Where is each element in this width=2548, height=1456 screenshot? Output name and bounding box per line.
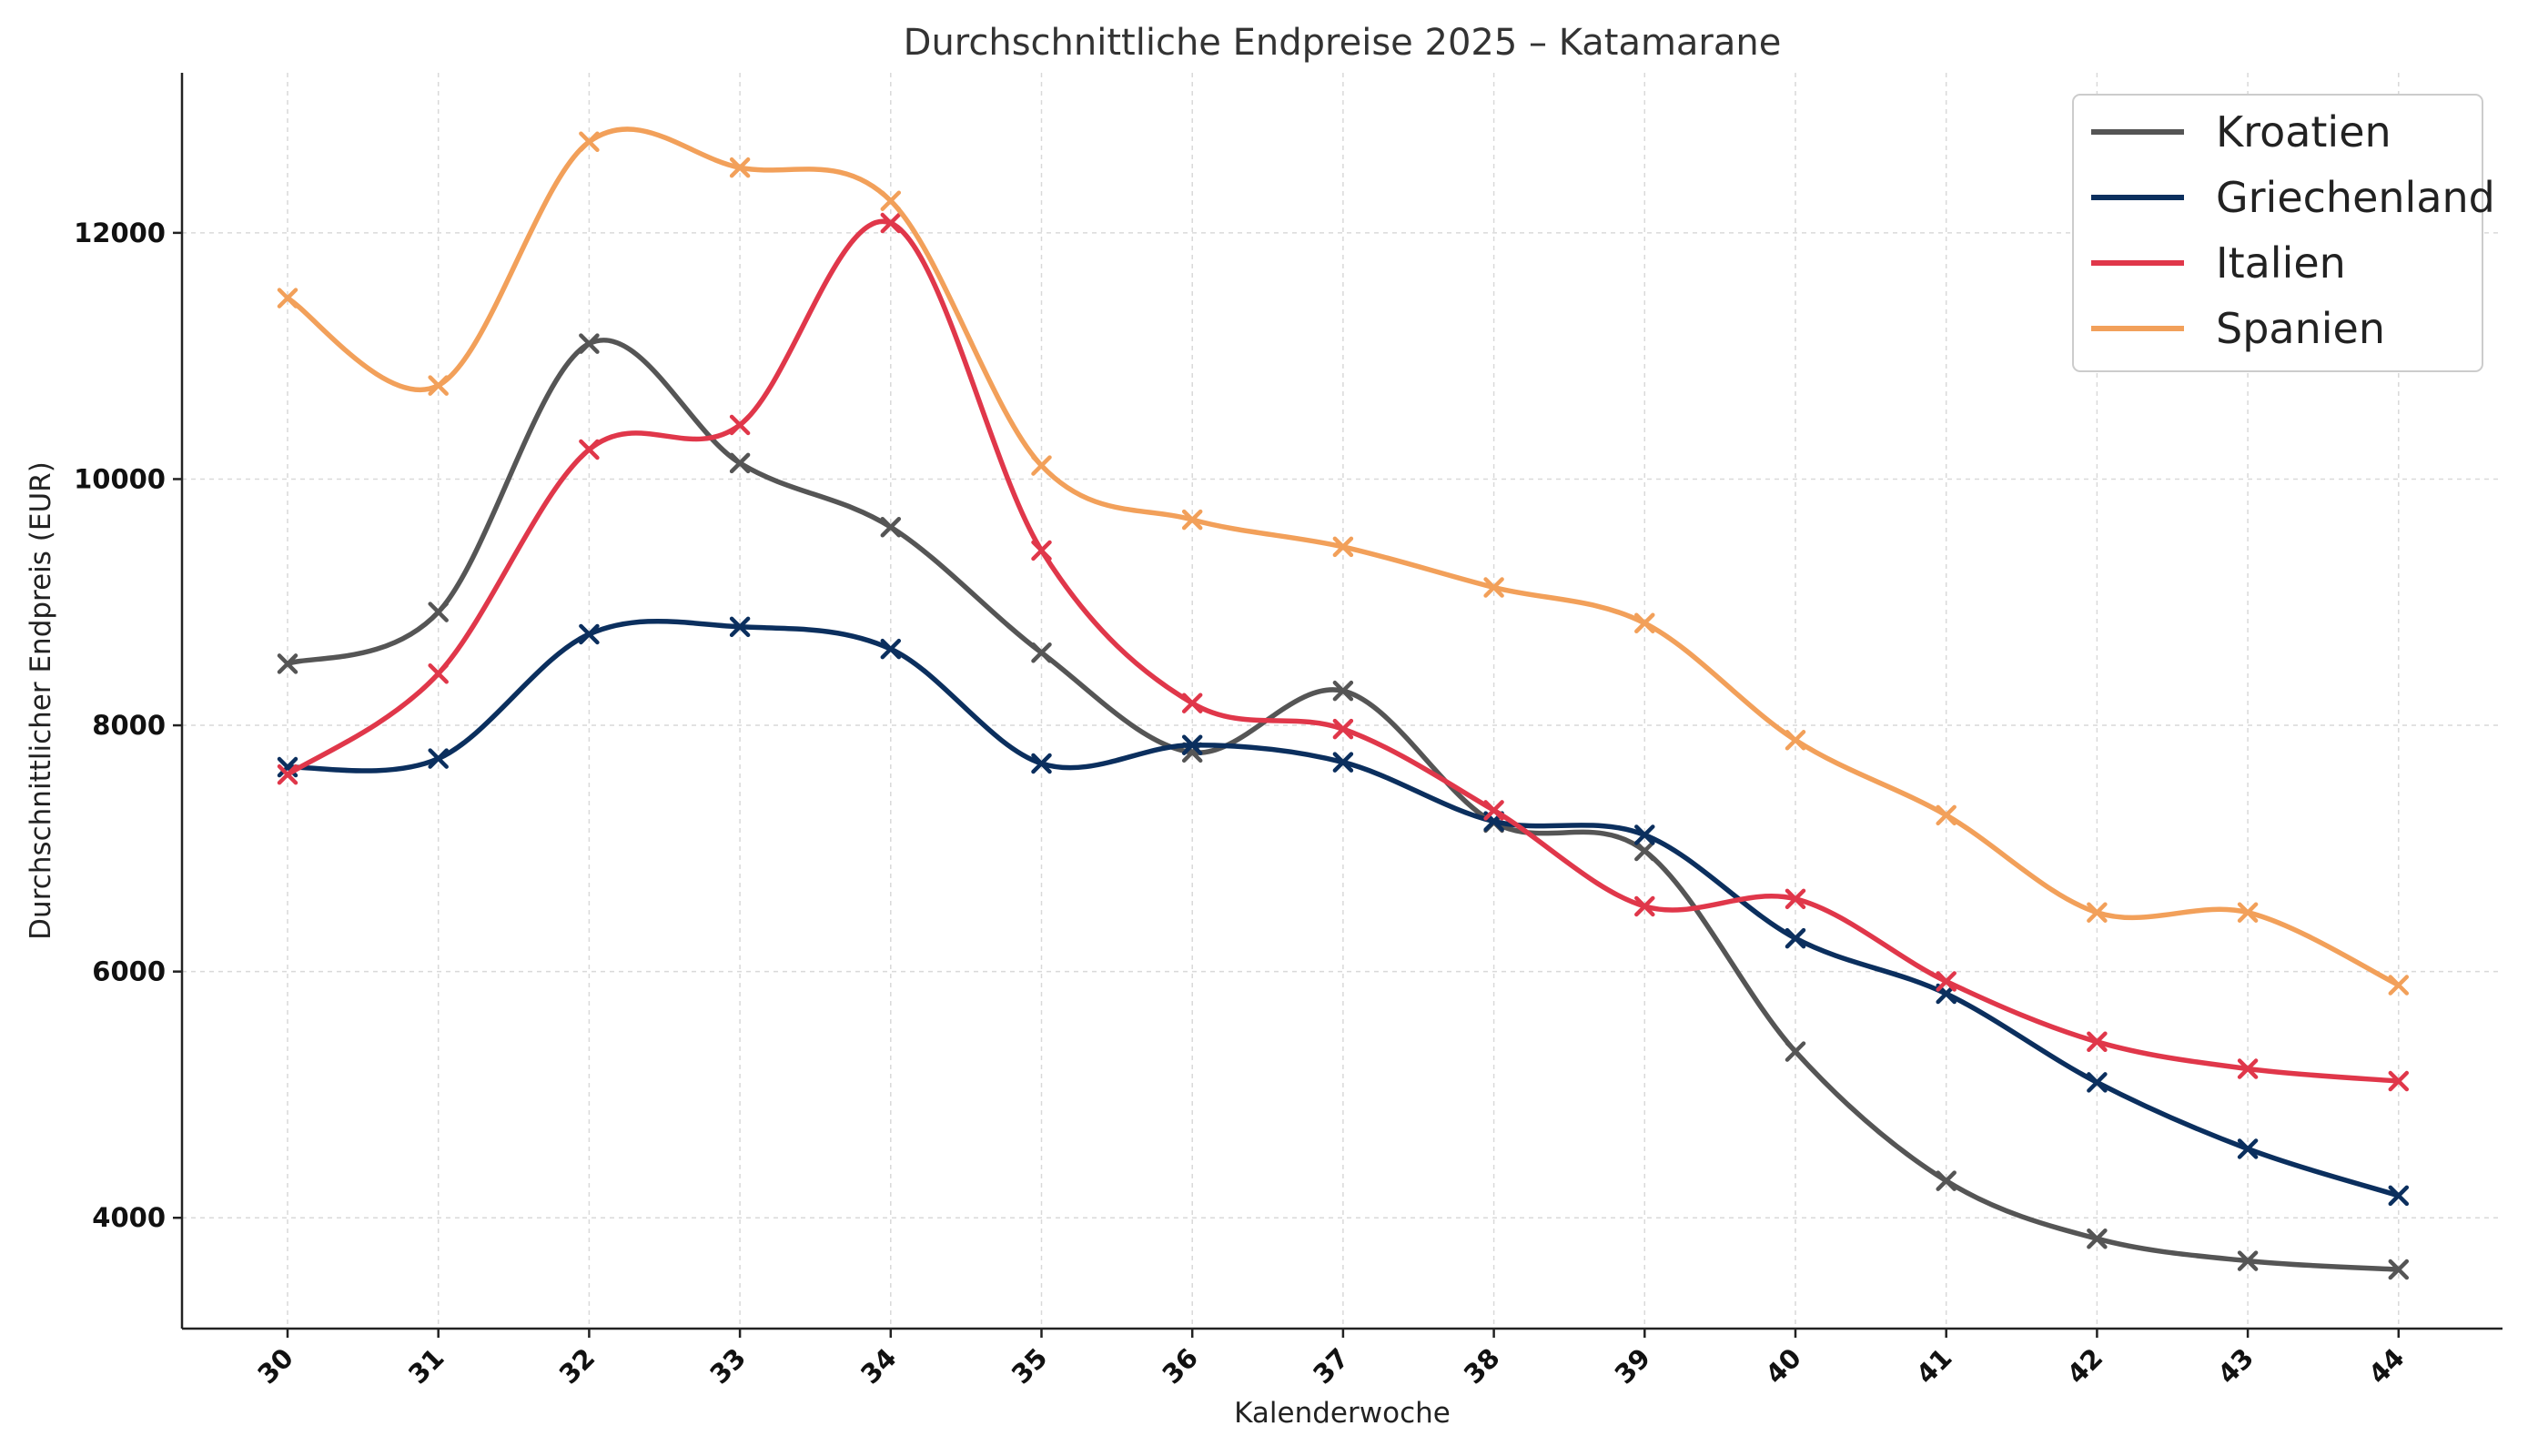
data-point-italien (428, 662, 449, 684)
data-point-griechenland (1031, 753, 1052, 774)
data-point-italien (1332, 718, 1354, 740)
series-line-kroatien (285, 338, 2401, 1272)
data-point-griechenland (2388, 1185, 2410, 1207)
data-point-spanien (428, 375, 449, 396)
data-point-spanien (2237, 902, 2259, 923)
data-point-kroatien (2087, 1228, 2108, 1249)
chart-title: Durchschnittliche Endpreise 2025 – Katam… (904, 22, 1782, 64)
series (277, 126, 2410, 1280)
data-point-italien (2237, 1058, 2259, 1079)
legend-label-griechenland: Griechenland (2216, 173, 2495, 222)
data-point-spanien (277, 288, 298, 308)
x-tick-label: 40 (1759, 1342, 1807, 1390)
y-tick-label: 10000 (74, 463, 166, 494)
grid (182, 73, 2502, 1329)
x-tick-label: 42 (2061, 1342, 2109, 1390)
data-point-spanien (880, 190, 902, 211)
y-tick-label: 6000 (92, 956, 166, 987)
data-point-spanien (1181, 509, 1203, 531)
y-ticks: 4000 6000 8000 10000 12000 (74, 217, 182, 1233)
data-point-kroatien (2388, 1259, 2410, 1280)
data-point-spanien (1332, 536, 1354, 558)
data-point-griechenland (1181, 734, 1203, 755)
data-point-spanien (1634, 612, 1655, 634)
data-point-griechenland (579, 623, 600, 645)
x-tick-label: 37 (1307, 1342, 1355, 1390)
data-point-griechenland (428, 748, 449, 769)
data-point-italien (277, 763, 298, 785)
legend: Kroatien Griechenland Italien Spanien (2072, 94, 2495, 372)
data-point-italien (1181, 693, 1203, 713)
data-point-kroatien (2237, 1250, 2259, 1271)
series-spanien (277, 126, 2410, 996)
series-italien (277, 212, 2410, 1092)
data-point-spanien (1785, 730, 1806, 751)
x-tick-label: 44 (2362, 1342, 2411, 1390)
data-point-kroatien (1634, 840, 1655, 862)
data-point-kroatien (277, 653, 298, 674)
data-point-spanien (579, 131, 600, 153)
x-tick-label: 41 (1910, 1342, 1958, 1390)
data-point-italien (1483, 800, 1504, 821)
data-point-griechenland (880, 638, 902, 660)
data-point-italien (1031, 540, 1052, 561)
x-tick-label: 34 (854, 1342, 903, 1390)
data-point-griechenland (2237, 1138, 2259, 1159)
y-axis-label: Durchschnittlicher Endpreis (EUR) (25, 461, 57, 940)
data-point-spanien (1031, 455, 1052, 476)
series-line-italien (285, 218, 2401, 1084)
x-tick-label: 32 (553, 1342, 602, 1390)
x-tick-label: 35 (1006, 1342, 1054, 1390)
data-point-italien (1785, 888, 1806, 910)
legend-label-kroatien: Kroatien (2216, 107, 2391, 157)
x-axis-label: Kalenderwoche (1234, 1397, 1451, 1430)
data-point-spanien (2388, 975, 2410, 996)
data-point-italien (880, 212, 902, 234)
data-point-kroatien (1332, 680, 1354, 702)
x-tick-label: 33 (703, 1342, 752, 1390)
legend-box (2072, 94, 2483, 372)
x-tick-label: 31 (402, 1342, 450, 1390)
x-tick-label: 36 (1157, 1342, 1205, 1390)
data-point-italien (2087, 1031, 2108, 1053)
data-point-italien (579, 439, 600, 460)
data-point-kroatien (1785, 1041, 1806, 1062)
data-point-kroatien (729, 452, 751, 474)
data-point-kroatien (1936, 1170, 1956, 1191)
data-point-griechenland (1332, 752, 1354, 773)
data-point-spanien (2087, 902, 2108, 923)
legend-label-spanien: Spanien (2216, 304, 2385, 353)
data-point-spanien (729, 157, 751, 178)
data-point-spanien (1936, 804, 1956, 826)
legend-label-italien: Italien (2216, 238, 2346, 288)
data-point-griechenland (1634, 824, 1655, 845)
data-point-italien (729, 414, 751, 436)
y-tick-label: 8000 (92, 710, 166, 741)
data-point-italien (2388, 1070, 2410, 1092)
series-griechenland (277, 616, 2410, 1207)
data-point-griechenland (2087, 1072, 2108, 1093)
data-point-kroatien (579, 333, 600, 354)
x-tick-label: 43 (2211, 1342, 2260, 1390)
x-ticks: 30 31 32 33 34 35 36 37 38 39 40 41 42 43 44 (251, 1329, 2411, 1390)
data-point-italien (1936, 971, 1956, 992)
x-tick-label: 39 (1609, 1342, 1657, 1390)
data-point-italien (1634, 895, 1655, 917)
data-point-griechenland (1785, 927, 1806, 949)
y-tick-label: 12000 (74, 217, 166, 248)
x-tick-label: 30 (251, 1342, 299, 1390)
y-tick-label: 4000 (92, 1202, 166, 1233)
data-point-griechenland (729, 616, 751, 638)
data-point-spanien (1483, 577, 1504, 598)
data-point-kroatien (1031, 642, 1052, 663)
data-point-kroatien (428, 602, 449, 622)
x-tick-label: 38 (1458, 1342, 1506, 1390)
data-point-kroatien (880, 516, 902, 538)
